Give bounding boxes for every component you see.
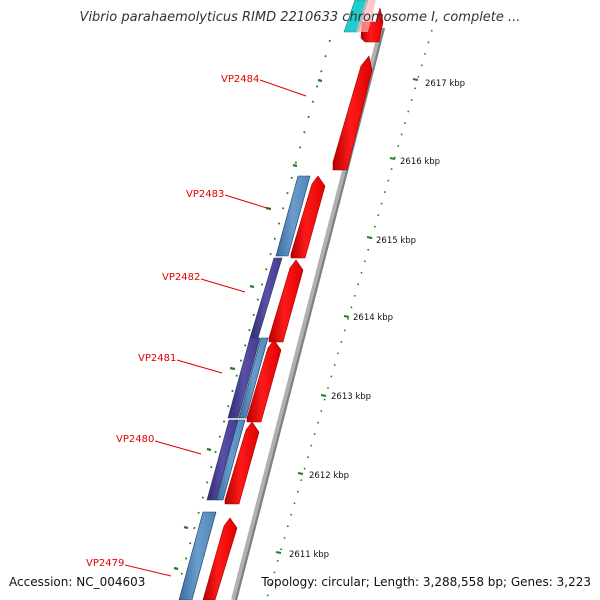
scale-tick bbox=[320, 394, 327, 397]
gene-label-vp2479[interactable]: VP2479 bbox=[86, 558, 124, 569]
scale-ticks bbox=[275, 78, 419, 554]
genome-summary-text: Topology: circular; Length: 3,288,558 bp… bbox=[261, 575, 591, 589]
leader-line bbox=[259, 79, 307, 97]
scale-tick bbox=[343, 315, 350, 318]
cds-arrow-forward bbox=[290, 175, 326, 259]
scale-tick bbox=[389, 157, 396, 160]
cds-arrow-forward bbox=[332, 55, 373, 171]
scale-labels: 2617 kbp 2616 kbp 2615 kbp 2614 kbp 2613… bbox=[289, 79, 465, 560]
cds-bar-reverse bbox=[238, 337, 269, 419]
gene-label-vp2484[interactable]: VP2484 bbox=[221, 74, 259, 85]
forward-cds-track bbox=[202, 7, 384, 600]
scale-label: 2613 kbp bbox=[331, 392, 371, 402]
leader-line bbox=[224, 194, 271, 210]
leader-line bbox=[154, 440, 202, 455]
cds-arrow-forward bbox=[202, 517, 238, 600]
cds-highlight bbox=[343, 0, 369, 33]
leader-line bbox=[200, 278, 246, 293]
inner-tick bbox=[317, 78, 323, 83]
scale-tick bbox=[366, 236, 373, 239]
reverse-cds-track bbox=[178, 175, 311, 600]
inner-tick bbox=[173, 566, 179, 571]
gene-label-vp2481[interactable]: VP2481 bbox=[138, 353, 176, 364]
gene-label-vp2482[interactable]: VP2482 bbox=[162, 272, 200, 283]
map-title: Vibrio parahaemolyticus RIMD 2210633 chr… bbox=[79, 10, 521, 25]
inner-ticks bbox=[173, 78, 323, 571]
scale-label: 2611 kbp bbox=[289, 550, 329, 560]
cds-bar-reverse bbox=[178, 511, 217, 600]
inner-tick bbox=[229, 366, 236, 371]
scale-tick bbox=[412, 78, 419, 81]
scale-label: 2617 kbp bbox=[425, 79, 465, 89]
cds-arrow-forward bbox=[246, 339, 282, 423]
inner-tick bbox=[292, 163, 298, 168]
inner-tick bbox=[183, 525, 189, 530]
scale-label: 2616 kbp bbox=[400, 157, 440, 167]
cds-arrow-forward bbox=[360, 7, 384, 43]
scale-tick bbox=[275, 551, 282, 554]
cds-bar-reverse bbox=[227, 337, 261, 419]
backbone-line bbox=[234, 27, 386, 600]
gene-labels: VP2484 VP2483 VP2482 VP2481 VP2480 VP247… bbox=[86, 74, 259, 569]
gene-label-vp2480[interactable]: VP2480 bbox=[116, 434, 154, 445]
leader-line bbox=[124, 564, 172, 577]
cds-arrow-forward bbox=[224, 421, 260, 505]
cds-bar-reverse bbox=[275, 175, 311, 257]
cds-arrow-forward bbox=[268, 259, 304, 343]
gene-label-vp2483[interactable]: VP2483 bbox=[186, 189, 224, 200]
scale-label: 2615 kbp bbox=[376, 236, 416, 246]
cds-highlight-pink bbox=[356, 0, 376, 32]
label-leaders bbox=[124, 79, 307, 577]
scale-dotted-line bbox=[266, 29, 433, 599]
inner-tick bbox=[206, 447, 212, 452]
scale-label: 2612 kbp bbox=[309, 471, 349, 481]
cds-bar-reverse bbox=[215, 419, 246, 501]
inner-tick bbox=[249, 284, 255, 289]
scale-tick bbox=[297, 472, 304, 475]
scale-label: 2614 kbp bbox=[353, 313, 393, 323]
leader-line bbox=[176, 359, 223, 374]
accession-text: Accession: NC_004603 bbox=[9, 575, 146, 589]
